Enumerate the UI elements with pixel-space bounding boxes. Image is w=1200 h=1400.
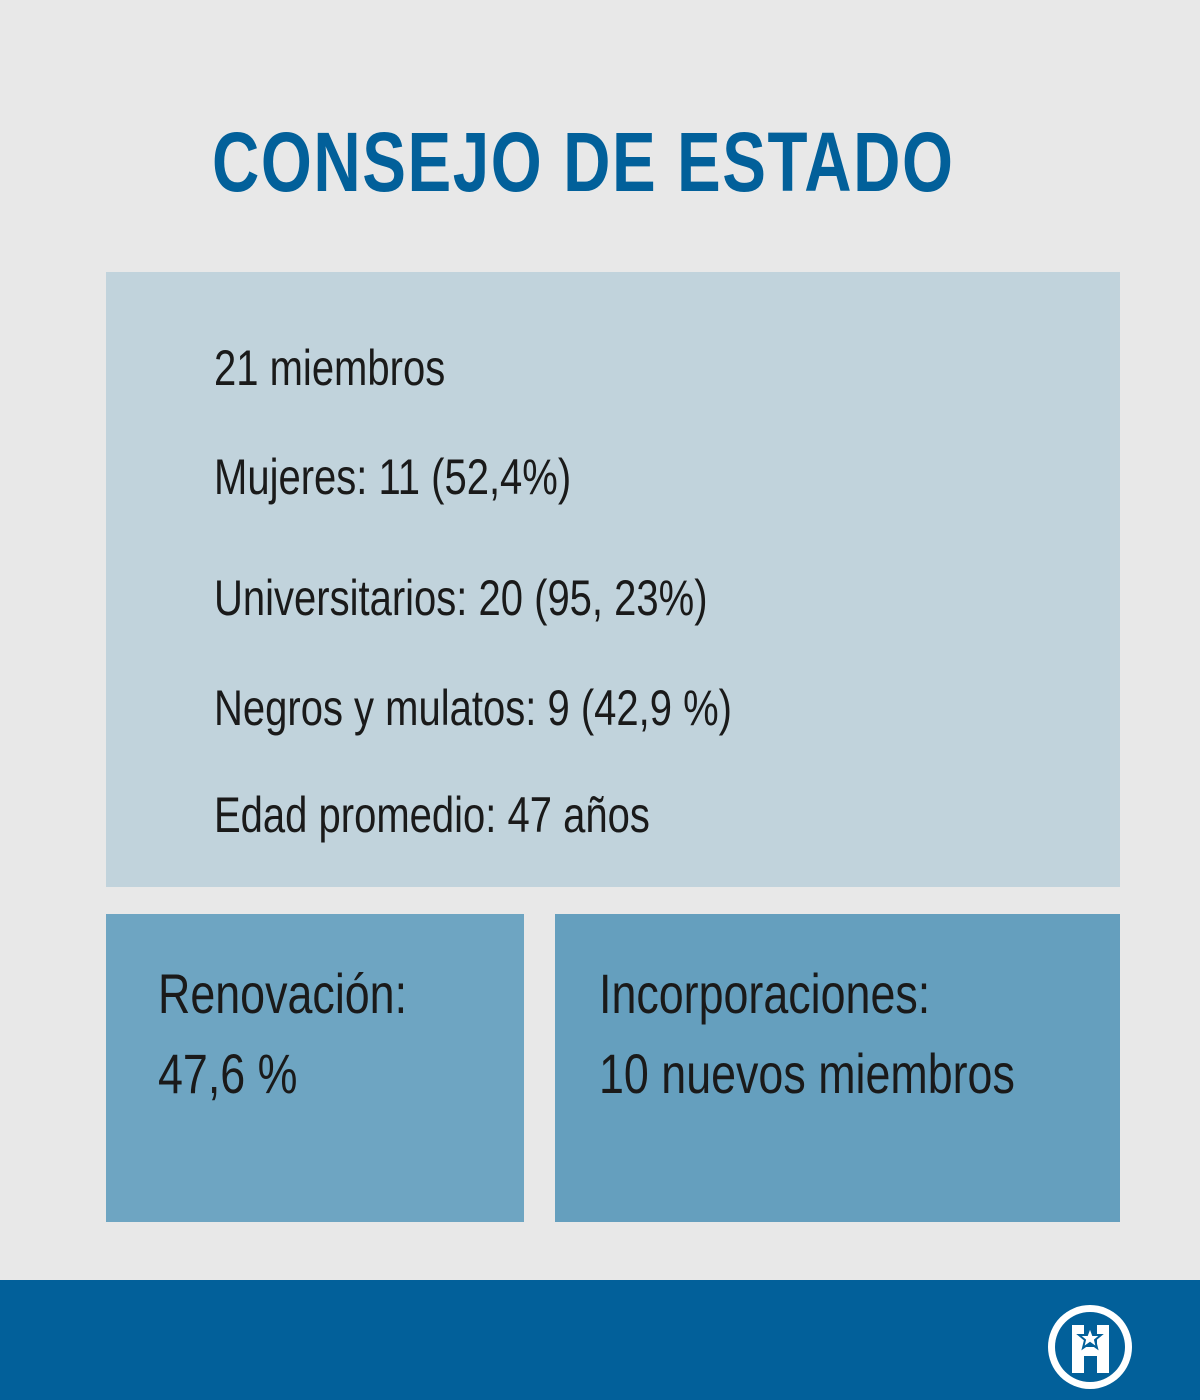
incorporations-text: Incorporaciones: 10 nuevos miembros	[599, 954, 1015, 1114]
renovation-text: Renovación: 47,6 %	[158, 954, 407, 1114]
publisher-logo-icon	[1048, 1305, 1132, 1389]
incorporations-label: Incorporaciones:	[599, 962, 931, 1025]
renovation-label: Renovación:	[158, 962, 408, 1025]
stat-average-age: Edad promedio: 47 años	[214, 787, 650, 843]
stat-members: 21 miembros	[214, 340, 446, 396]
stat-black-mulatto: Negros y mulatos: 9 (42,9 %)	[214, 680, 732, 736]
renovation-value: 47,6 %	[158, 1042, 298, 1105]
stat-university: Universitarios: 20 (95, 23%)	[214, 570, 708, 626]
renovation-box: Renovación: 47,6 %	[106, 914, 524, 1222]
incorporations-value: 10 nuevos miembros	[599, 1042, 1015, 1105]
stat-women: Mujeres: 11 (52,4%)	[214, 449, 572, 505]
incorporations-box: Incorporaciones: 10 nuevos miembros	[555, 914, 1120, 1222]
page-title: CONSEJO DE ESTADO	[212, 115, 955, 209]
stats-panel: 21 miembros Mujeres: 11 (52,4%) Universi…	[106, 272, 1120, 887]
footer-bar	[0, 1280, 1200, 1400]
